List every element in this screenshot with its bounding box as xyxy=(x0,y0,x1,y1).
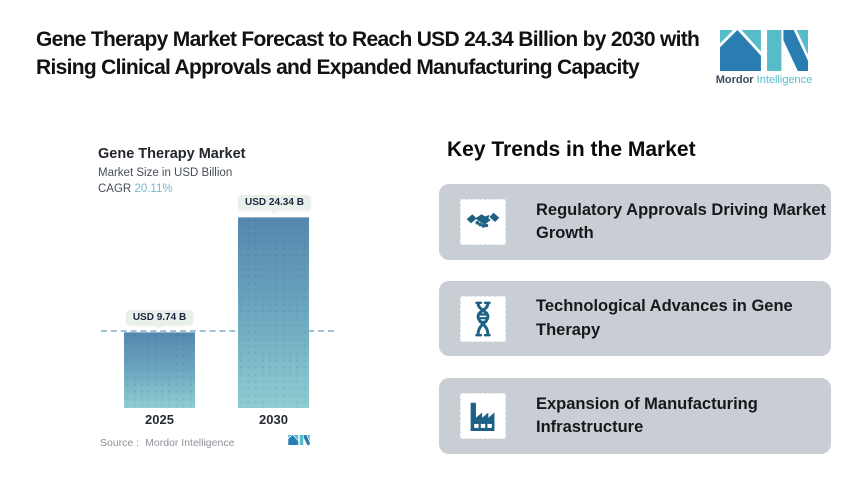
x-axis-label-2025: 2025 xyxy=(145,412,174,427)
bar-2030 xyxy=(238,217,309,408)
cagr-value: 20.11% xyxy=(134,183,173,195)
source-value: Mordor Intelligence xyxy=(145,437,235,449)
bar-value-label-2030: USD 24.34 B xyxy=(238,192,311,214)
chart-plot-area: USD 9.74 B USD 24.34 B xyxy=(95,162,367,408)
bar-2025 xyxy=(124,332,195,408)
trend-card-manufacturing: Expansion of Manufacturing Infrastructur… xyxy=(439,378,831,454)
handshake-icon xyxy=(466,212,500,228)
page-title: Gene Therapy Market Forecast to Reach US… xyxy=(36,28,700,79)
trend-card-text: Expansion of Manufacturing Infrastructur… xyxy=(536,394,758,436)
reference-dashed-line xyxy=(101,330,334,332)
brand-name-bold: Mordor xyxy=(715,74,754,86)
icon-box xyxy=(460,295,506,342)
chart-cagr: CAGR 20.11% xyxy=(98,183,173,195)
trend-card-text: Technological Advances in Gene Therapy xyxy=(536,297,793,339)
mordor-intelligence-m-logo xyxy=(720,30,808,71)
trend-card-text: Regulatory Approvals Driving Market Grow… xyxy=(536,200,827,242)
brand-name-light: Intelligence xyxy=(756,74,813,86)
cagr-label: CAGR xyxy=(98,183,132,195)
trend-card-technology: Technological Advances in Gene Therapy xyxy=(439,281,831,356)
chart-subtitle: Market Size in USD Billion xyxy=(98,167,233,179)
icon-box xyxy=(460,393,506,439)
brand-name: Mordor Intelligence xyxy=(712,74,816,86)
factory-icon xyxy=(470,402,495,431)
chart-source: Source : Mordor Intelligence xyxy=(100,437,234,449)
dna-icon xyxy=(475,301,491,336)
source-label: Source : xyxy=(100,437,140,449)
chart-title: Gene Therapy Market xyxy=(98,146,246,162)
icon-box xyxy=(460,199,506,245)
key-trends-heading: Key Trends in the Market xyxy=(447,138,696,161)
brand-logo: Mordor Intelligence xyxy=(712,30,816,86)
x-axis-label-2030: 2030 xyxy=(259,412,288,427)
market-chart: Gene Therapy Market Market Size in USD B… xyxy=(95,146,367,462)
bar-value-label-2025: USD 9.74 B xyxy=(124,307,195,329)
trend-card-regulatory: Regulatory Approvals Driving Market Grow… xyxy=(439,184,831,260)
mordor-logo-mark-small xyxy=(288,435,310,445)
